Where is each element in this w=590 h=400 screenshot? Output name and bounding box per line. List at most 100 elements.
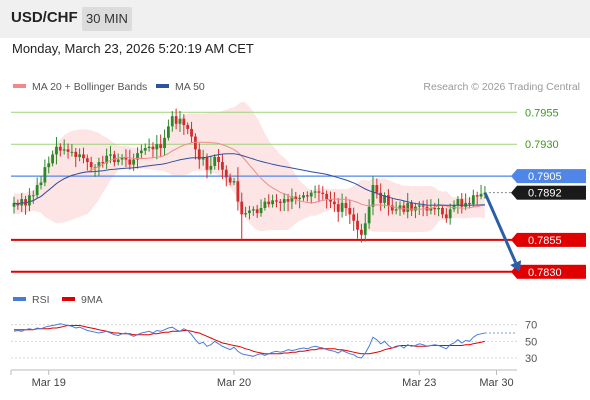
legend-label-ma50: MA 50 — [175, 81, 205, 93]
symbol-label: USD/CHF — [11, 9, 78, 26]
candle-body — [263, 201, 267, 208]
candle-body — [39, 182, 43, 186]
candle-body — [286, 199, 290, 202]
legend-swatch-rsi — [13, 297, 26, 301]
candle-body — [251, 209, 255, 211]
candle-body — [70, 151, 74, 153]
candle-body — [116, 159, 120, 163]
candle-body — [332, 201, 336, 205]
candle-body — [217, 156, 220, 163]
candle-body — [197, 149, 201, 160]
candle-body — [170, 116, 174, 127]
candle-body — [278, 201, 282, 203]
datetime-label: Monday, March 23, 2026 5:20:19 AM CET — [12, 41, 254, 56]
candle-body — [356, 220, 359, 230]
candle-body — [74, 151, 78, 157]
candle-body — [340, 202, 344, 212]
candle-body — [379, 192, 383, 203]
rsi-tick-label: 30 — [525, 353, 537, 365]
candle-body — [441, 208, 444, 215]
candle-body — [267, 201, 271, 205]
ma50-line — [13, 153, 485, 206]
candle-body — [444, 214, 448, 219]
candle-body — [248, 210, 251, 214]
candle-body — [186, 125, 190, 129]
candle-body — [305, 195, 309, 197]
candle-body — [159, 144, 163, 149]
candle-body — [89, 162, 93, 168]
candle-body — [348, 208, 352, 215]
candle-body — [228, 177, 232, 183]
candle-body — [194, 136, 197, 150]
candle-body — [85, 158, 89, 163]
candle-body — [410, 202, 413, 211]
candle-body — [429, 208, 433, 211]
level-label-pivot: 0.7905 — [528, 171, 562, 183]
candle-body — [344, 202, 348, 208]
candle-body — [66, 149, 70, 152]
candle-body — [124, 156, 128, 160]
candle-body — [55, 146, 58, 155]
candle-body — [35, 185, 39, 196]
level-label-support: 0.7830 — [528, 267, 562, 279]
candle-body — [398, 205, 402, 210]
candle-body — [475, 195, 479, 197]
timeframe-button[interactable]: 30 MIN — [82, 7, 132, 31]
candle-body — [58, 146, 62, 151]
header-bar: USD/CHF 30 MIN — [0, 0, 590, 38]
candle-body — [51, 154, 54, 164]
candle-body — [317, 191, 321, 193]
candle-body — [167, 126, 170, 138]
level-label-resistance: 0.7930 — [525, 139, 559, 151]
candle-body — [309, 192, 313, 197]
level-tag-pointer — [511, 232, 517, 247]
candle-body — [31, 195, 35, 197]
candle-body — [155, 144, 159, 150]
x-tick-label: Mar 30 — [479, 377, 513, 389]
candle-body — [205, 156, 209, 170]
legend-label-ma20: MA 20 + Bollinger Bands — [32, 81, 147, 93]
candle-body — [232, 181, 236, 183]
rsi-tick-label: 70 — [525, 320, 537, 332]
candle-body — [387, 195, 390, 206]
candle-body — [240, 201, 244, 215]
bollinger-band — [14, 101, 485, 233]
candle-body — [360, 229, 363, 235]
candle-body — [394, 209, 398, 211]
level-label-support: 0.7855 — [528, 235, 562, 247]
candle-body — [147, 146, 151, 149]
rsi-line — [13, 323, 486, 359]
candle-body — [244, 213, 247, 215]
candle-body — [298, 197, 302, 200]
level-tag-pointer — [511, 169, 517, 184]
legend-label-9ma: 9MA — [81, 294, 103, 306]
candle-body — [479, 193, 483, 197]
level-tag-support — [517, 232, 586, 247]
candle-body — [101, 162, 105, 164]
rsi-tick-label: 50 — [525, 336, 537, 348]
candle-body — [213, 156, 217, 166]
candle-body — [390, 205, 394, 211]
candle-body — [406, 202, 410, 212]
candle-body — [209, 165, 213, 170]
candle-body — [224, 169, 228, 178]
candle-body — [132, 159, 136, 165]
candle-body — [236, 181, 240, 202]
candle-body — [255, 209, 259, 214]
candle-body — [43, 167, 47, 183]
candle-body — [163, 137, 166, 149]
legend-label-rsi: RSI — [32, 294, 50, 306]
candle-body — [178, 118, 182, 124]
candle-body — [136, 153, 139, 160]
candle-body — [471, 195, 475, 205]
candle-body — [275, 200, 278, 202]
candle-body — [97, 162, 101, 168]
watermark-text: Research © 2026 Trading Central — [423, 81, 580, 93]
candle-body — [325, 193, 329, 200]
legend-swatch-ma50 — [156, 84, 169, 88]
candle-body — [182, 118, 186, 126]
x-tick-label: Mar 20 — [217, 377, 251, 389]
candle-body — [143, 148, 147, 151]
candle-body — [78, 154, 82, 157]
